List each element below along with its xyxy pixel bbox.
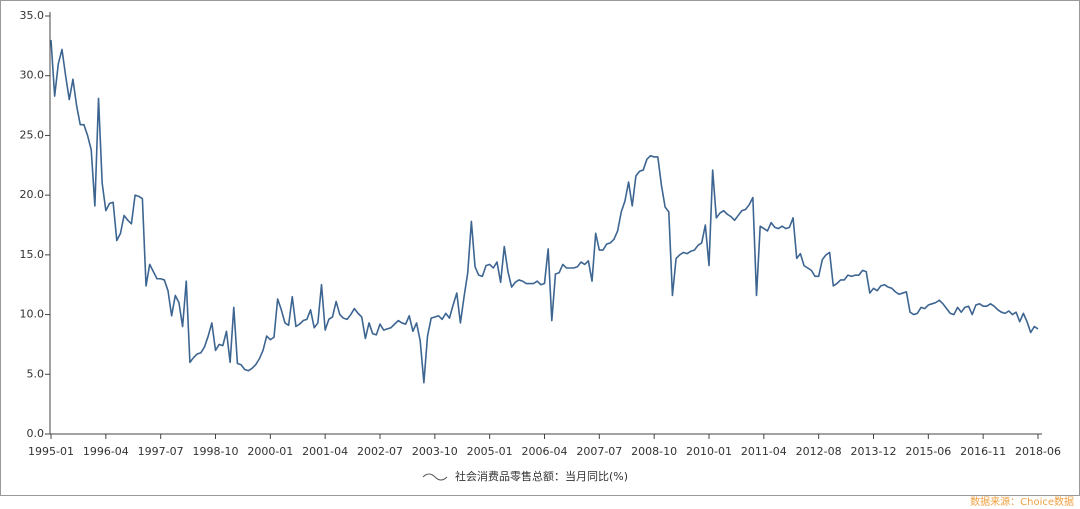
- legend-label: 社会消费品零售总额：当月同比(%): [455, 469, 628, 483]
- x-tick-label: 2008-10: [631, 445, 677, 458]
- x-tick-label: 2003-10: [412, 445, 458, 458]
- x-tick-label: 2006-04: [522, 445, 568, 458]
- frame: [0, 0, 1080, 496]
- x-tick-label: 2011-04: [741, 445, 787, 458]
- y-tick-label: 10.0: [20, 308, 45, 321]
- x-tick-label: 2016-11: [960, 445, 1006, 458]
- x-tick-label: 2000-01: [247, 445, 293, 458]
- x-tick-label: 1995-01: [28, 445, 74, 458]
- legend-icon: [422, 473, 448, 481]
- x-tick-label: 2012-08: [796, 445, 842, 458]
- x-tick-label: 2007-07: [576, 445, 622, 458]
- y-tick-label: 0.0: [27, 427, 45, 440]
- x-tick-label: 2010-01: [686, 445, 732, 458]
- x-tick-label: 1996-04: [83, 445, 129, 458]
- y-tick-label: 30.0: [20, 69, 45, 82]
- y-tick-label: 25.0: [20, 128, 45, 141]
- x-tick-label: 2015-06: [905, 445, 951, 458]
- x-tick-label: 2002-07: [357, 445, 403, 458]
- x-tick-label: 2005-01: [467, 445, 513, 458]
- y-tick-label: 15.0: [20, 248, 45, 261]
- x-tick-label: 2001-04: [302, 445, 348, 458]
- line-series: [50, 39, 1039, 384]
- source-note: 数据来源：Choice数据: [970, 495, 1074, 508]
- y-tick-label: 35.0: [20, 9, 45, 22]
- x-tick-label: 2013-12: [851, 445, 897, 458]
- x-tick-label: 1998-10: [193, 445, 239, 458]
- y-tick-label: 20.0: [20, 188, 45, 201]
- x-tick-label: 1997-07: [138, 445, 184, 458]
- y-tick-label: 5.0: [27, 367, 45, 380]
- x-tick-label: 2018-06: [1015, 445, 1061, 458]
